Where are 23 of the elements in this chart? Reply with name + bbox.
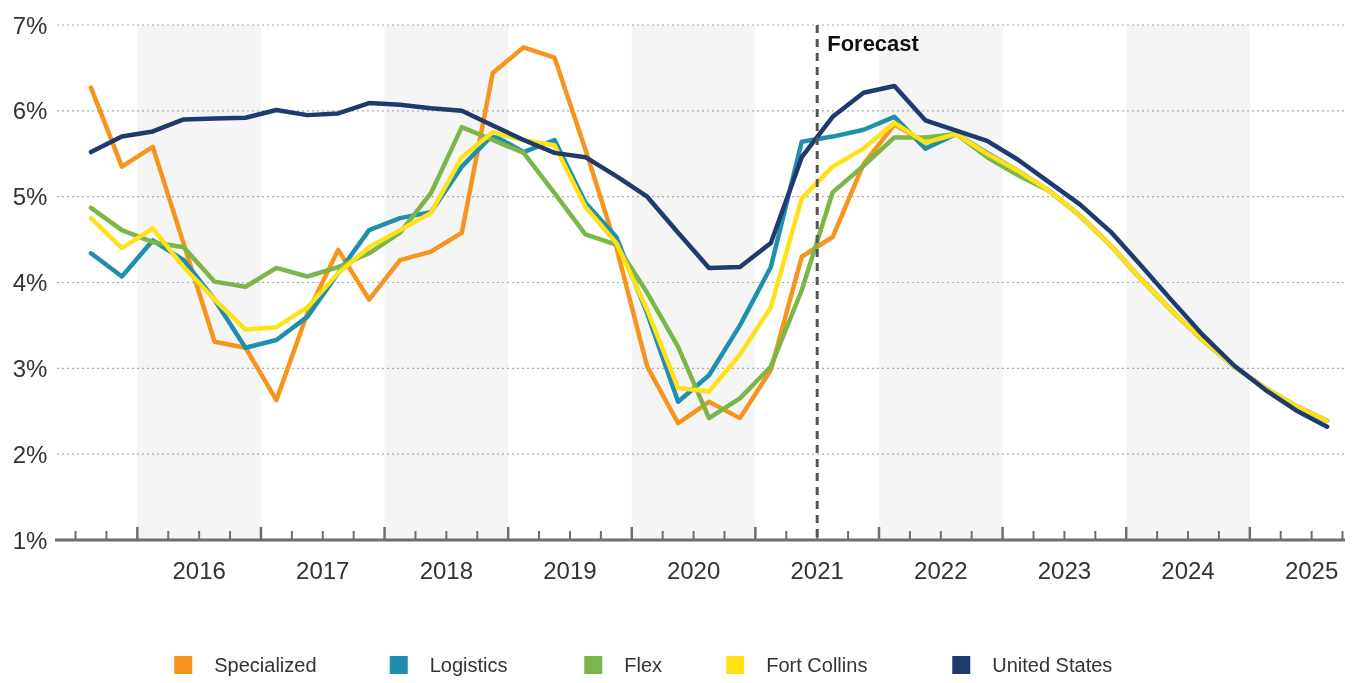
y-tick-label: 4% [12,269,48,296]
x-tick-label: 2017 [296,556,350,584]
x-tick-label: 2024 [1161,556,1215,584]
y-tick-label: 5% [12,183,48,211]
x-tick-label: 2025 [1284,556,1339,584]
legend-label: Flex [624,654,663,676]
legend-label: Logistics [429,654,508,676]
y-tick-label: 3% [12,354,48,382]
legend-label: Specialized [214,654,317,676]
ref-line-label: Forecast [827,30,920,56]
x-tick-label: 2020 [666,556,721,584]
y-tick-label: 1% [12,526,48,554]
x-tick-label: 2023 [1037,556,1092,584]
legend-label: Fort Collins [766,654,868,676]
y-tick-label: 7% [12,11,48,39]
y-tick-label: 2% [12,440,48,468]
x-tick-label: 2019 [543,556,597,584]
x-tick-label: 2021 [790,556,844,584]
y-tick-label: 6% [12,97,48,125]
legend-label: United States [992,654,1113,676]
x-tick-label: 2016 [172,556,226,584]
x-tick-label: 2022 [914,556,968,584]
x-tick-label: 2018 [419,556,474,584]
